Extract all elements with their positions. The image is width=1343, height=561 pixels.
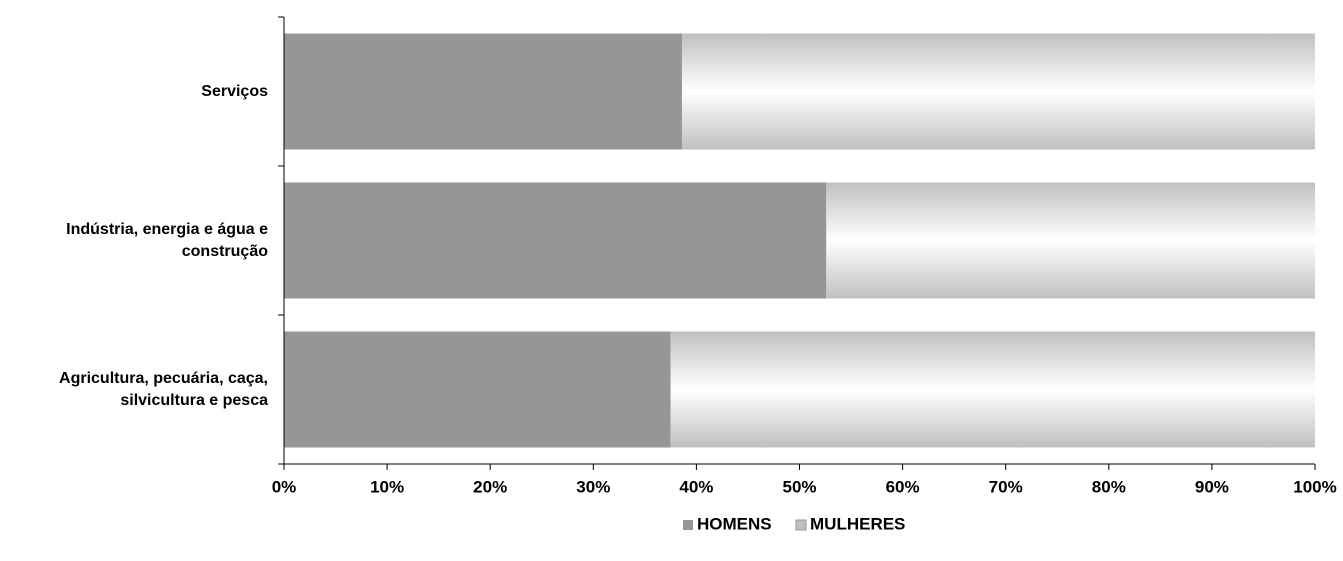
x-tick-label: 90%	[1195, 477, 1229, 496]
x-tick-label: 0%	[272, 477, 297, 496]
bar-segment	[681, 33, 1315, 150]
bar-segment	[284, 331, 671, 448]
category-label: Indústria, energia e água e construção	[66, 220, 268, 260]
legend-swatch	[795, 519, 807, 531]
x-tick-label: 60%	[886, 477, 920, 496]
x-tick-label: 20%	[473, 477, 507, 496]
category-label: Agricultura, pecuária, caça, silvicultur…	[59, 369, 268, 409]
bar-segment	[826, 182, 1315, 299]
x-tick-label: 50%	[782, 477, 816, 496]
legend-label: MULHERES	[810, 514, 905, 533]
x-tick-label: 40%	[679, 477, 713, 496]
x-tick-label: 10%	[370, 477, 404, 496]
x-tick-label: 100%	[1293, 477, 1336, 496]
legend-swatch	[683, 520, 693, 530]
bar-segment	[284, 182, 827, 299]
bar-segment	[284, 33, 682, 150]
legend-label: HOMENS	[697, 514, 772, 533]
bar-segment	[670, 331, 1315, 448]
x-tick-label: 70%	[989, 477, 1023, 496]
x-tick-label: 30%	[576, 477, 610, 496]
x-tick-label: 80%	[1092, 477, 1126, 496]
category-label: Serviços	[201, 82, 268, 100]
